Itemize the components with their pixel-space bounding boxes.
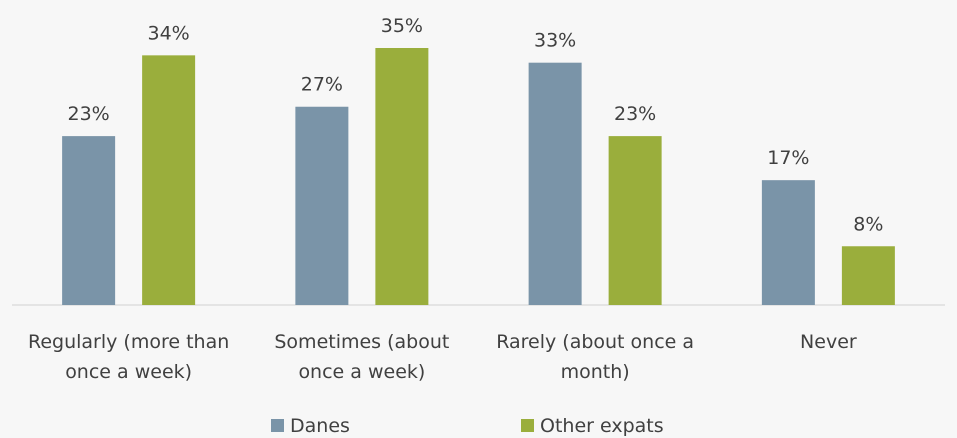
bar-other-expats-3 (841, 246, 895, 305)
data-label: 23% (68, 103, 110, 125)
legend-label: Danes (290, 415, 350, 437)
legend-label: Other expats (540, 415, 664, 437)
legend-swatch-other-expats (521, 419, 534, 432)
legend-swatch-danes (271, 419, 284, 432)
bar-danes-1 (295, 106, 349, 305)
bar-danes-0 (62, 136, 116, 305)
bar-other-expats-0 (142, 55, 196, 305)
data-label: 23% (614, 103, 656, 125)
data-label: 33% (534, 30, 576, 52)
category-label: Never (800, 331, 857, 353)
bar-danes-3 (761, 180, 815, 305)
data-labels-group: 23% 34% 27% 35% 33% 23% 17% 8% (68, 15, 884, 235)
bar-other-expats-2 (608, 136, 662, 305)
data-label: 27% (301, 74, 343, 96)
category-label: Regularly (more than (28, 331, 229, 353)
category-label: month) (561, 361, 630, 383)
category-label: Sometimes (about (274, 331, 449, 353)
data-label: 17% (767, 147, 809, 169)
category-label: Rarely (about once a (496, 331, 694, 353)
data-label: 35% (381, 15, 423, 37)
legend: Danes Other expats (271, 415, 664, 437)
bars-group (62, 48, 895, 305)
category-label: once a week) (65, 361, 192, 383)
data-label: 34% (148, 22, 190, 44)
bar-danes-2 (528, 62, 582, 305)
bar-other-expats-1 (375, 48, 429, 305)
category-label: once a week) (298, 361, 425, 383)
category-labels-group: Regularly (more than once a week) Sometime… (28, 331, 857, 383)
data-label: 8% (853, 213, 883, 235)
